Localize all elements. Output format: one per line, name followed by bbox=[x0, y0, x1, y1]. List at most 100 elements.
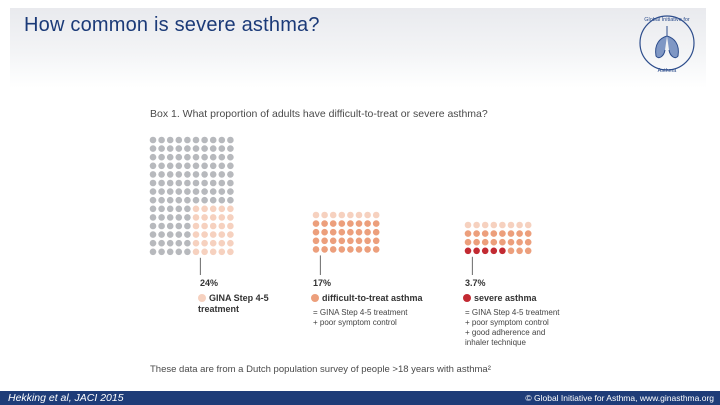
person-dot-gina bbox=[218, 231, 226, 238]
person-dot bbox=[158, 136, 165, 144]
person-dot-gina bbox=[227, 239, 234, 247]
person-dot bbox=[209, 153, 217, 161]
person-dot-difficult bbox=[355, 246, 363, 253]
person-dot-gina bbox=[192, 231, 200, 238]
person-dot bbox=[201, 171, 208, 178]
person-dot-gina bbox=[209, 248, 217, 256]
legend-gina-line1: GINA Step 4-5 bbox=[209, 293, 269, 303]
person-dot bbox=[184, 179, 191, 187]
person-dot bbox=[158, 162, 165, 170]
person-dot bbox=[227, 171, 234, 178]
person-dot bbox=[184, 214, 191, 221]
person-dot-gina bbox=[209, 231, 217, 238]
person-dot-difficult bbox=[372, 246, 380, 253]
criteria-line: + good adherence and bbox=[465, 328, 546, 337]
person-dot-gina bbox=[312, 211, 320, 219]
person-dot-gina bbox=[347, 211, 354, 219]
footer-bar: Hekking et al, JACI 2015 © Global Initia… bbox=[0, 391, 720, 405]
box-title: Box 1. What proportion of adults have di… bbox=[150, 108, 488, 120]
person-dot bbox=[192, 188, 200, 195]
person-dot-gina bbox=[218, 214, 226, 221]
person-dot bbox=[158, 205, 165, 213]
person-dot bbox=[184, 145, 191, 152]
person-dot-difficult bbox=[355, 228, 363, 236]
person-dot bbox=[218, 162, 226, 170]
person-dot bbox=[158, 248, 165, 256]
person-dot-difficult bbox=[355, 237, 363, 245]
citation: Hekking et al, JACI 2015 bbox=[8, 392, 124, 404]
person-dot bbox=[166, 179, 174, 187]
footnote: These data are from a Dutch population s… bbox=[150, 364, 491, 375]
lungs-icon bbox=[655, 26, 679, 59]
person-dot-difficult bbox=[364, 228, 371, 236]
criteria-severe: = GINA Step 4-5 treatment + poor symptom… bbox=[465, 308, 560, 348]
person-dot-severe bbox=[473, 247, 480, 255]
logo-text-top: Global Initiative for bbox=[644, 17, 690, 23]
logo-ring bbox=[639, 15, 695, 71]
person-dot-difficult bbox=[372, 237, 380, 245]
person-dot-severe bbox=[499, 247, 506, 255]
legend-dot-difficult bbox=[311, 294, 319, 302]
person-dot-gina bbox=[192, 205, 200, 213]
person-dot bbox=[175, 188, 183, 195]
person-dot-difficult bbox=[321, 246, 328, 253]
person-dot bbox=[166, 145, 174, 152]
copyright: © Global Initiative for Asthma, www.gina… bbox=[525, 393, 714, 403]
person-dot bbox=[149, 231, 157, 238]
person-dot-gina bbox=[201, 205, 208, 213]
person-dot-severe bbox=[490, 247, 498, 255]
person-dot-difficult bbox=[347, 228, 354, 236]
criteria-line: inhaler technique bbox=[465, 338, 526, 347]
person-dot bbox=[166, 196, 174, 204]
person-dot bbox=[227, 136, 234, 144]
person-dot bbox=[175, 196, 183, 204]
person-dot bbox=[158, 153, 165, 161]
person-dot bbox=[192, 153, 200, 161]
person-dot-difficult bbox=[338, 220, 346, 227]
person-dot bbox=[201, 162, 208, 170]
person-dot-difficult bbox=[481, 230, 489, 237]
person-dot bbox=[192, 162, 200, 170]
person-dot-difficult bbox=[507, 238, 515, 246]
person-dot bbox=[166, 205, 174, 213]
person-dot bbox=[158, 179, 165, 187]
person-dot-difficult bbox=[347, 246, 354, 253]
person-dot bbox=[218, 196, 226, 204]
person-dot-difficult bbox=[516, 230, 523, 237]
person-dot-difficult bbox=[338, 237, 346, 245]
person-dot-gina bbox=[201, 231, 208, 238]
person-dot-difficult bbox=[364, 237, 371, 245]
person-dot-gina bbox=[227, 214, 234, 221]
person-dot-difficult bbox=[524, 230, 532, 237]
person-dot-gina bbox=[524, 221, 532, 229]
person-dot bbox=[184, 171, 191, 178]
person-dot-gina bbox=[201, 214, 208, 221]
person-dot-gina bbox=[499, 221, 506, 229]
person-dot bbox=[166, 239, 174, 247]
person-dot-gina bbox=[209, 205, 217, 213]
person-dot bbox=[175, 162, 183, 170]
person-dot bbox=[166, 136, 174, 144]
person-dot bbox=[192, 179, 200, 187]
person-dot bbox=[149, 145, 157, 152]
person-dot bbox=[201, 153, 208, 161]
person-dot-difficult bbox=[347, 220, 354, 227]
person-dot-gina bbox=[209, 239, 217, 247]
person-dot-gina bbox=[329, 211, 337, 219]
person-dot-gina bbox=[209, 214, 217, 221]
person-dot-difficult bbox=[329, 237, 337, 245]
person-dot-difficult bbox=[347, 237, 354, 245]
person-dot-difficult bbox=[490, 230, 498, 237]
person-dot-difficult bbox=[490, 238, 498, 246]
person-dot bbox=[175, 222, 183, 230]
person-dot-difficult bbox=[473, 238, 480, 246]
person-dot bbox=[158, 196, 165, 204]
person-dot bbox=[192, 196, 200, 204]
person-dot bbox=[158, 231, 165, 238]
person-dot bbox=[149, 214, 157, 221]
person-dot-difficult bbox=[364, 220, 371, 227]
person-dot-difficult bbox=[321, 220, 328, 227]
person-dot bbox=[166, 162, 174, 170]
person-dot-gina bbox=[227, 248, 234, 256]
person-dot bbox=[227, 188, 234, 195]
